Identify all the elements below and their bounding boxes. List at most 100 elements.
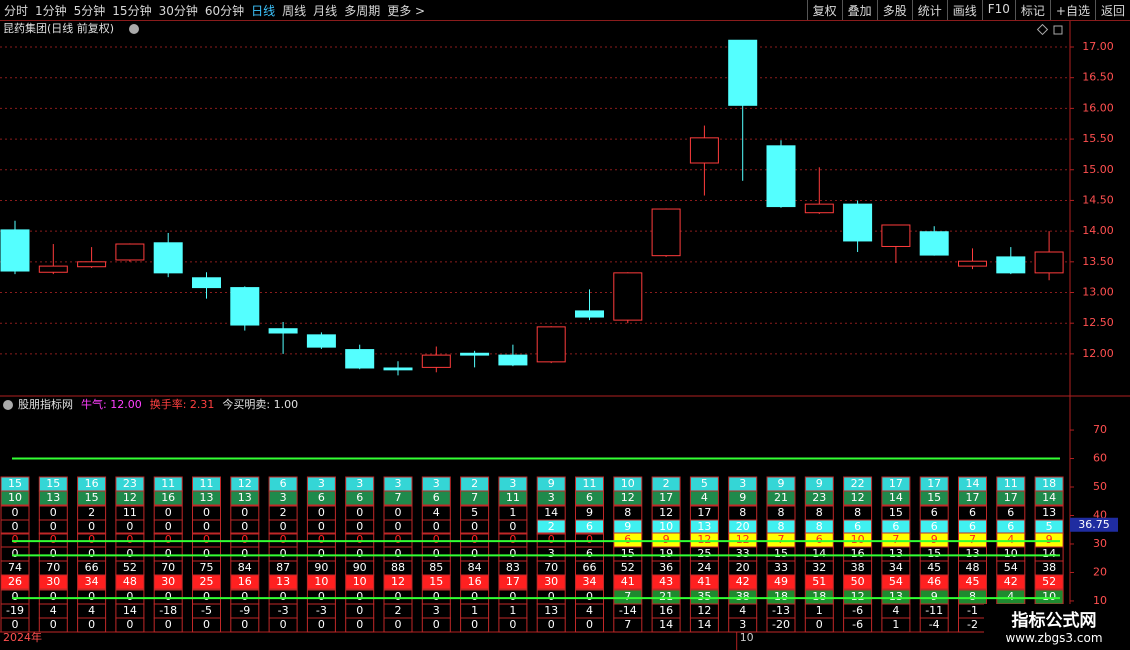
tool-button[interactable]: 复权 xyxy=(806,0,842,20)
y-tick-label: 20 xyxy=(1093,565,1107,578)
cell xyxy=(230,617,260,633)
cell-value: 0 xyxy=(241,590,248,603)
cell-value: 0 xyxy=(395,520,402,533)
cell-value: 17 xyxy=(927,477,941,490)
cell-value: 0 xyxy=(165,590,172,603)
cell-value: 45 xyxy=(966,575,980,588)
tool-button[interactable]: +自选 xyxy=(1049,0,1095,20)
cell-value: 17 xyxy=(506,575,520,588)
cell xyxy=(689,574,719,590)
cell-value: 1 xyxy=(471,604,478,617)
cell-value: 17 xyxy=(659,491,673,504)
cell-value: 17 xyxy=(697,506,711,519)
tool-button[interactable]: 画线 xyxy=(946,0,982,20)
candle-body xyxy=(958,260,987,267)
cell-value: 0 xyxy=(356,506,363,519)
cell-value: 48 xyxy=(123,575,137,588)
cell xyxy=(613,617,643,633)
cell-value: -20 xyxy=(772,618,790,631)
cell-value: 0 xyxy=(12,506,19,519)
y-tick-label: 12.50 xyxy=(1082,316,1114,329)
cell-value: 16 xyxy=(238,575,252,588)
cell-value: 0 xyxy=(471,618,478,631)
period-tab[interactable]: 30分钟 xyxy=(158,4,198,18)
cell-value: 52 xyxy=(123,561,137,574)
cell-value: 0 xyxy=(126,618,133,631)
cell-value: 6 xyxy=(931,506,938,519)
cell-value: 0 xyxy=(548,590,555,603)
cell-value: 0 xyxy=(126,520,133,533)
cell-value: 12 xyxy=(391,575,405,588)
x-label: 10 xyxy=(740,631,754,644)
cell-value: 32 xyxy=(812,561,826,574)
cell-value: 21 xyxy=(659,590,673,603)
cell xyxy=(153,574,183,590)
cell-value: 8 xyxy=(816,520,823,533)
cell xyxy=(689,617,719,633)
x-label: 2024年 xyxy=(3,630,42,644)
cell xyxy=(651,617,681,633)
period-tab[interactable]: 15分钟 xyxy=(112,4,152,18)
watermark-title: 指标公式网 xyxy=(1011,611,1097,631)
cell-value: 0 xyxy=(12,520,19,533)
cell-value: 0 xyxy=(509,547,516,560)
period-tabs: 分时 1分钟 5分钟 15分钟 30分钟 60分钟 日线 周线 月线 多周期 更多 > xyxy=(4,2,432,19)
cell-value: 14 xyxy=(1042,491,1056,504)
tool-button[interactable]: 返回 xyxy=(1094,0,1130,20)
cell xyxy=(1034,574,1064,590)
tool-button[interactable]: 标记 xyxy=(1014,0,1050,20)
cell-value: 54 xyxy=(1004,561,1018,574)
tool-button[interactable]: F10 xyxy=(981,0,1015,20)
cell-value: 8 xyxy=(816,506,823,519)
period-tab[interactable]: 日线 xyxy=(251,4,276,18)
cell-value: -6 xyxy=(852,618,863,631)
cell xyxy=(38,519,68,535)
period-tab[interactable]: 60分钟 xyxy=(204,4,245,18)
cell-value: 15 xyxy=(429,575,443,588)
cell xyxy=(1034,490,1064,506)
cell-value: 15 xyxy=(85,491,99,504)
cell-value: 11 xyxy=(1004,477,1018,490)
period-tab[interactable]: 1分钟 xyxy=(35,4,67,18)
cell-value: -3 xyxy=(278,604,289,617)
cell-value: 7 xyxy=(624,618,631,631)
cell-value: 0 xyxy=(509,520,516,533)
cell-value: -2 xyxy=(967,618,978,631)
cell-value: 23 xyxy=(123,477,137,490)
y-tick-label: 15.00 xyxy=(1082,163,1114,176)
cell xyxy=(38,617,68,633)
candle-body xyxy=(460,352,490,356)
cell xyxy=(192,490,221,506)
cell-value: 25 xyxy=(697,547,711,560)
tool-button[interactable]: 统计 xyxy=(911,0,947,20)
y-tick-label: 10 xyxy=(1093,594,1107,607)
cell-value: 0 xyxy=(356,547,363,560)
period-tab[interactable]: 多周期 xyxy=(344,4,381,18)
y-tick-label: 70 xyxy=(1093,423,1107,436)
y-tick-label: 13.50 xyxy=(1082,255,1114,268)
cell xyxy=(766,574,796,590)
period-tab[interactable]: 分时 xyxy=(4,4,29,18)
cell xyxy=(728,490,758,506)
cell-value: 9 xyxy=(778,477,785,490)
cell-value: 38 xyxy=(851,561,865,574)
toolbar: 分时 1分钟 5分钟 15分钟 30分钟 60分钟 日线 周线 月线 多周期 更多 > 复权 叠加 多股… xyxy=(0,0,1130,21)
cell-value: 0 xyxy=(88,590,95,603)
cell-value: 0 xyxy=(548,533,555,546)
cell xyxy=(728,617,758,633)
cell xyxy=(958,490,987,506)
period-tab[interactable]: 5分钟 xyxy=(73,4,106,18)
candle-body xyxy=(153,242,183,274)
cell-value: 0 xyxy=(280,533,287,546)
cell xyxy=(38,574,68,590)
cell-value: 8 xyxy=(778,506,785,519)
period-tab[interactable]: 月线 xyxy=(313,4,338,18)
candle-body xyxy=(843,203,873,242)
tool-button[interactable]: 叠加 xyxy=(841,0,877,20)
period-tab[interactable]: 周线 xyxy=(282,4,307,18)
period-tab[interactable]: 更多 > xyxy=(387,4,426,18)
tool-button[interactable]: 多股 xyxy=(876,0,912,20)
cell-value: 12 xyxy=(659,506,673,519)
y-tick-label: 14.00 xyxy=(1082,224,1114,237)
cell-value: 14 xyxy=(1042,547,1056,560)
